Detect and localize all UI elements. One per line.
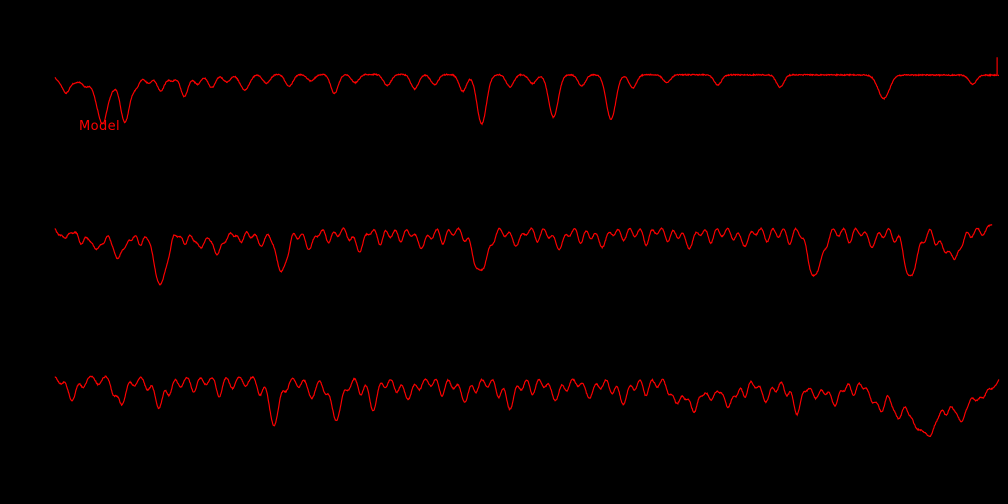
spectrum-panel-bottom (0, 340, 1008, 460)
legend-model-label: Model (79, 119, 121, 134)
spectrum-plot-top (54, 57, 1000, 126)
spectrum-panel-top (0, 40, 1008, 150)
model-spectrum-line-bottom (54, 375, 1000, 438)
model-spectrum-line-top (54, 57, 1000, 126)
spectrum-panel-middle (0, 190, 1008, 300)
spectrum-plot-bottom (54, 375, 1000, 438)
model-spectrum-line-middle (54, 224, 993, 286)
spectrum-plot-middle (54, 224, 993, 286)
